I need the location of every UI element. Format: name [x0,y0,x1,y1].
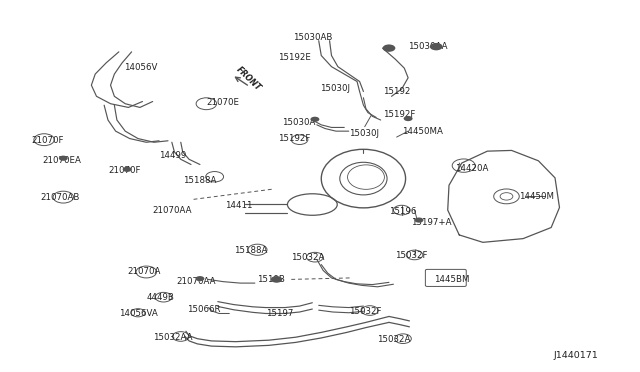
Text: 15032A: 15032A [291,253,324,262]
Circle shape [271,276,282,283]
Text: 15030AB: 15030AB [293,33,333,42]
Text: 14420A: 14420A [456,164,489,173]
Text: 15188A: 15188A [234,246,267,255]
Text: 15192E: 15192E [278,52,312,61]
Circle shape [59,155,68,161]
Text: FRONT: FRONT [234,65,262,92]
Text: 14411: 14411 [225,201,253,210]
Text: 21070F: 21070F [108,166,141,175]
Text: 21070E: 21070E [206,98,239,107]
Text: 21070AA: 21070AA [153,206,192,215]
Text: 15197+A: 15197+A [411,218,451,227]
Circle shape [404,116,413,121]
Text: 21070AB: 21070AB [40,193,79,202]
Text: 21070EA: 21070EA [42,155,81,164]
Text: 14450M: 14450M [519,192,554,201]
Text: 15032F: 15032F [396,251,428,260]
Circle shape [430,43,443,50]
Text: 15032A: 15032A [378,335,411,344]
Circle shape [383,44,396,52]
Text: 15030AA: 15030AA [408,42,447,51]
Circle shape [415,218,424,223]
Text: 21070F: 21070F [31,136,64,145]
Text: 15030A: 15030A [282,118,315,127]
Circle shape [123,167,132,172]
Text: 15192F: 15192F [383,110,415,119]
Text: 15066R: 15066R [187,305,221,314]
Text: 14056VA: 14056VA [120,309,158,318]
Text: 15030J: 15030J [349,129,380,138]
Circle shape [310,117,319,122]
Text: 1445BM: 1445BM [434,275,469,284]
Text: 21070A: 21070A [127,267,161,276]
Text: 15188A: 15188A [182,176,216,185]
Text: 21070AA: 21070AA [176,277,216,286]
Text: 15197: 15197 [266,309,293,318]
Text: 15196: 15196 [389,207,417,216]
Text: 15192F: 15192F [278,134,311,143]
Text: 15030J: 15030J [320,84,350,93]
Text: 15032AA: 15032AA [153,333,192,342]
Text: J1440171: J1440171 [554,351,598,360]
Circle shape [195,276,204,281]
Text: 14499: 14499 [159,151,186,160]
Text: 15032F: 15032F [349,307,382,316]
Text: 4449B: 4449B [147,294,174,302]
Text: 1519B: 1519B [257,275,285,284]
Text: 14056V: 14056V [124,63,157,72]
Text: 15192: 15192 [383,87,410,96]
Text: 14450MA: 14450MA [402,126,443,136]
